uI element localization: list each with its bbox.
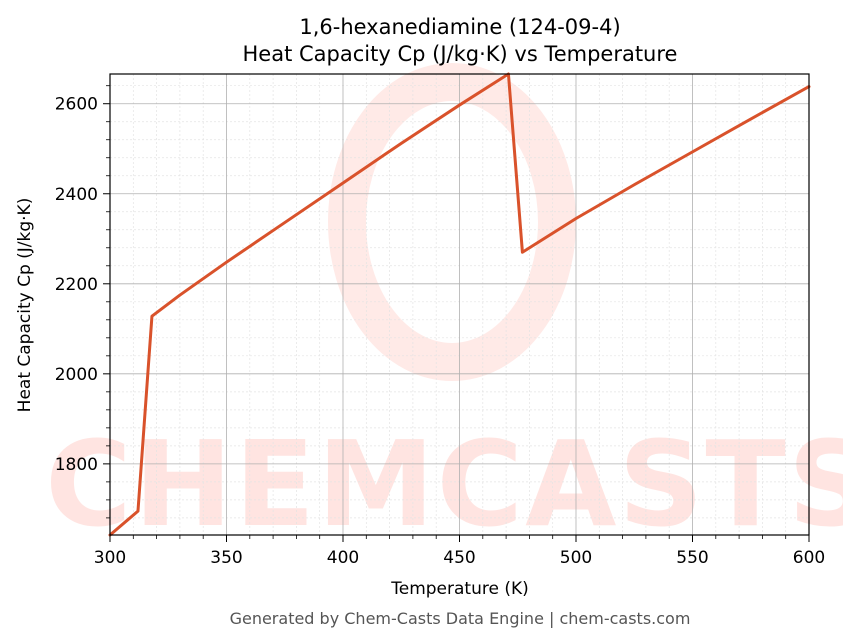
x-axis-label: Temperature (K) bbox=[390, 579, 529, 599]
x-tick-label: 600 bbox=[793, 548, 825, 568]
x-axis-ticks: 300 350 400 450 500 550 600 bbox=[94, 535, 825, 568]
x-tick-label: 400 bbox=[327, 548, 359, 568]
x-tick-label: 300 bbox=[94, 548, 126, 568]
x-tick-label: 350 bbox=[210, 548, 242, 568]
x-tick-label: 550 bbox=[676, 548, 708, 568]
footer-credit: Generated by Chem-Casts Data Engine | ch… bbox=[230, 609, 691, 628]
watermark: CHEMCASTS bbox=[45, 63, 843, 553]
y-tick-label: 2600 bbox=[55, 95, 98, 115]
watermark-logo-ring bbox=[328, 63, 576, 381]
y-axis-ticks: 1800 2000 2200 2400 2600 bbox=[55, 85, 110, 519]
y-tick-label: 1800 bbox=[55, 455, 98, 475]
x-tick-label: 450 bbox=[443, 548, 475, 568]
major-grid bbox=[109, 74, 810, 535]
chart-subtitle: Heat Capacity Cp (J/kg·K) vs Temperature bbox=[243, 42, 678, 66]
series-line-heat-capacity bbox=[108, 72, 811, 537]
y-tick-label: 2400 bbox=[55, 185, 98, 205]
y-tick-label: 2000 bbox=[55, 365, 98, 385]
y-tick-label: 2200 bbox=[55, 275, 98, 295]
y-axis-label: Heat Capacity Cp (J/kg·K) bbox=[15, 198, 35, 413]
chart-title: 1,6-hexanediamine (124-09-4) bbox=[299, 15, 620, 39]
series-layer bbox=[108, 72, 811, 537]
x-tick-label: 500 bbox=[560, 548, 592, 568]
watermark-text: CHEMCASTS bbox=[45, 415, 843, 553]
